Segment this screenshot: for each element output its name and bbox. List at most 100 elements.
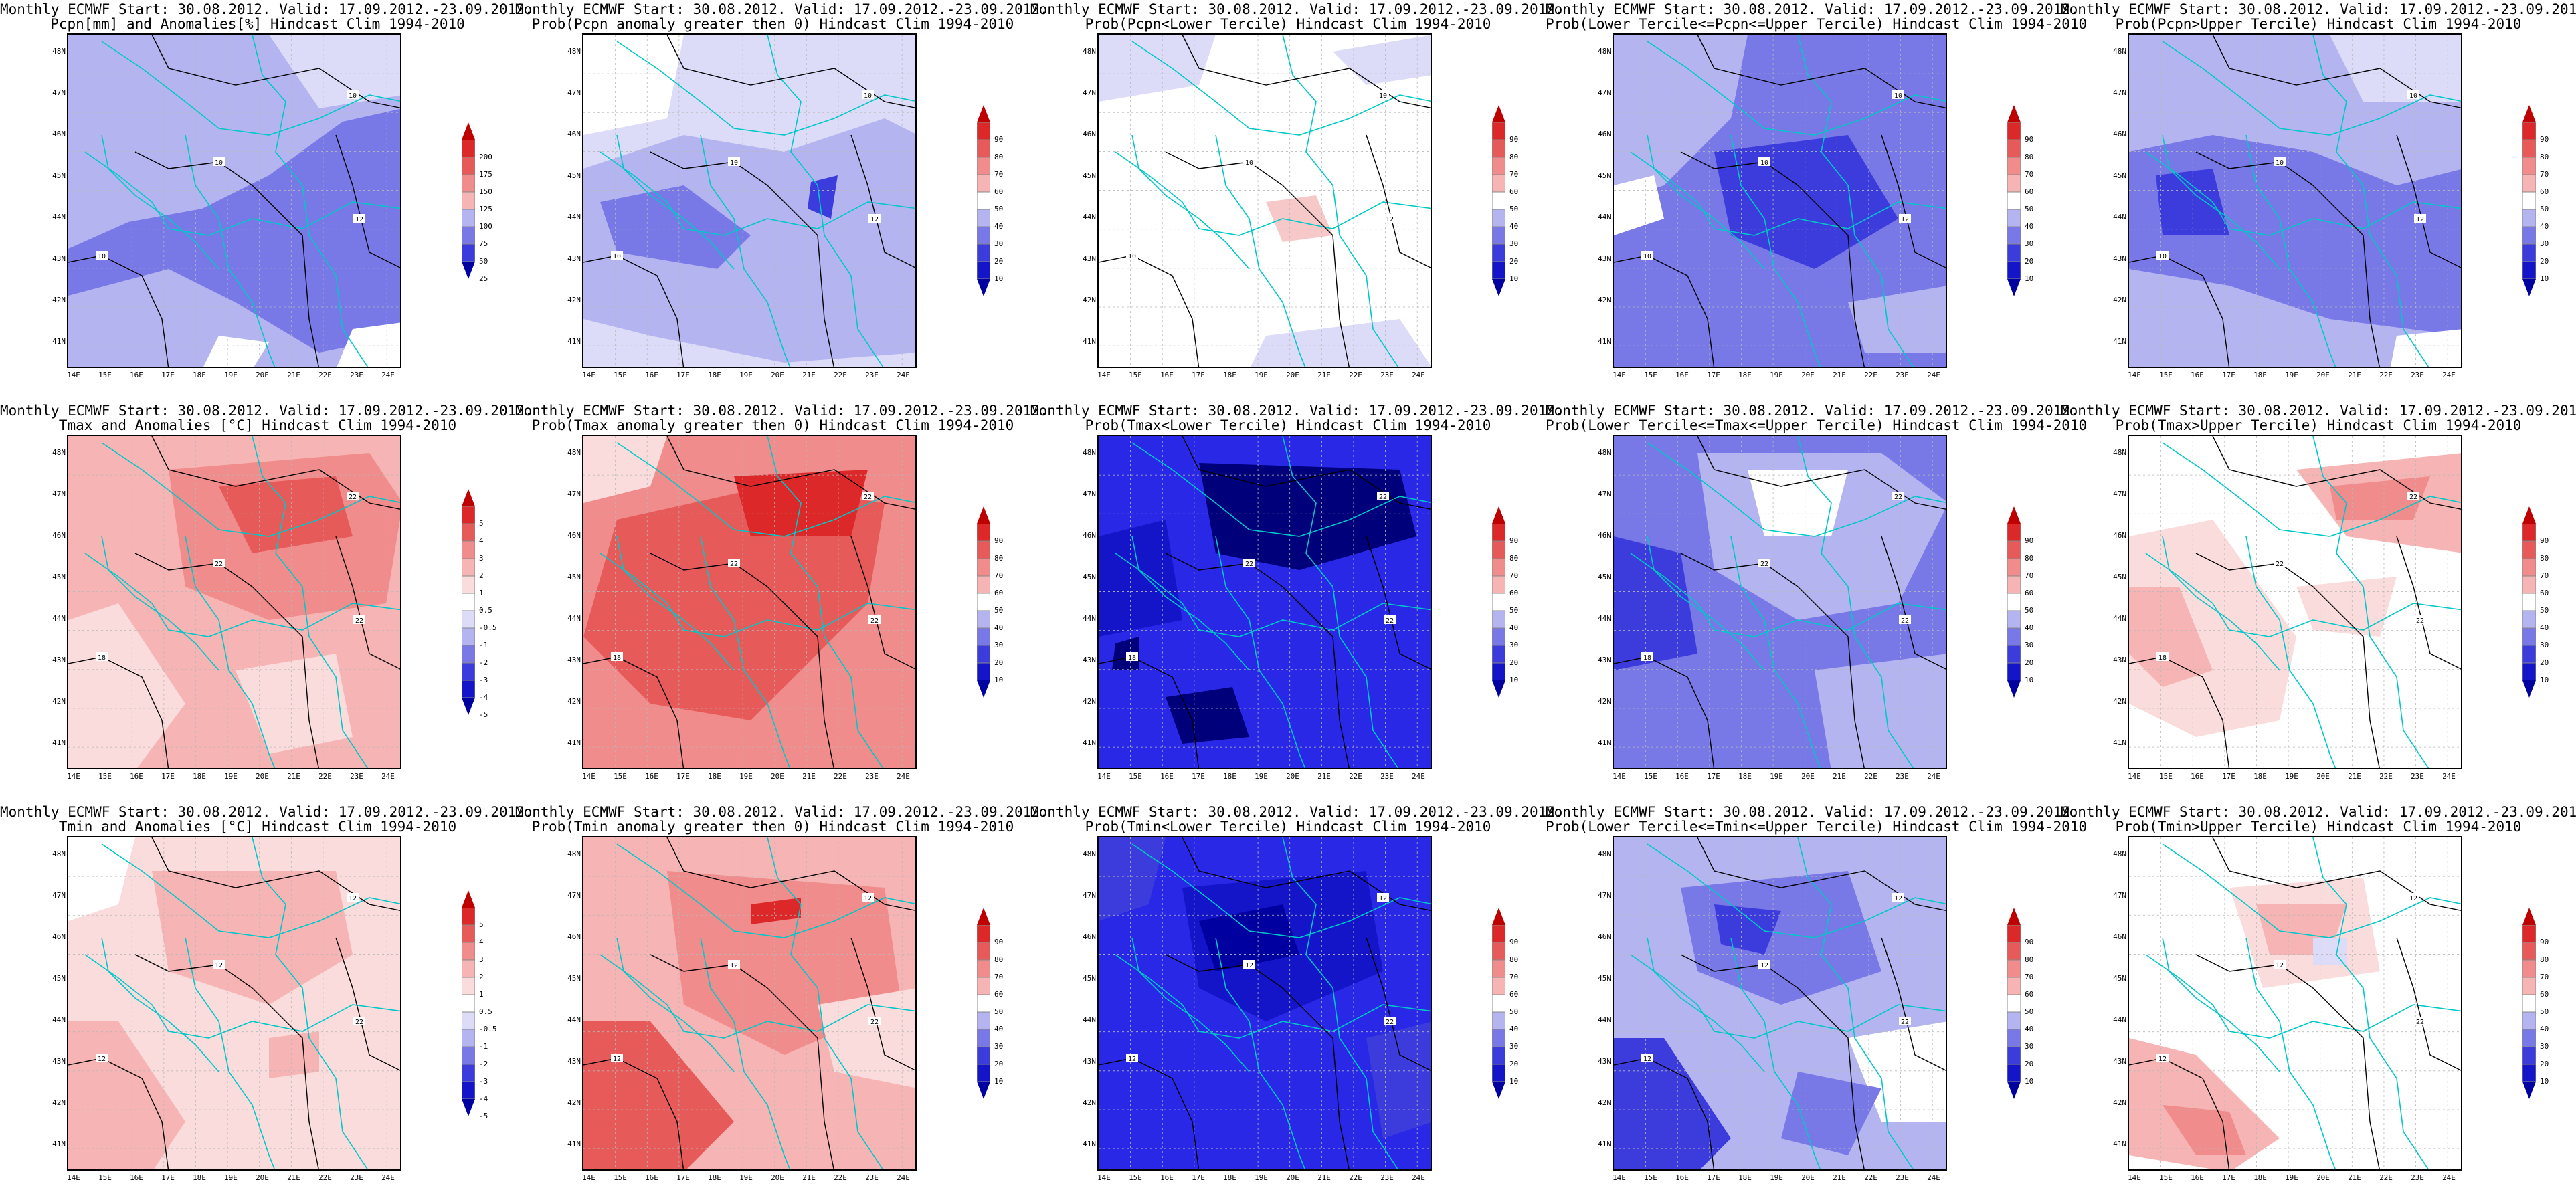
contour-label: 12	[1379, 895, 1387, 902]
longitude-label: 22E	[1349, 772, 1362, 781]
contour-label: 12	[1245, 962, 1253, 969]
contour-label: 12	[1643, 1056, 1651, 1063]
colorbar-label: 60	[1509, 990, 1519, 999]
longitude-label: 22E	[834, 371, 847, 379]
contour-line	[2212, 837, 2461, 911]
colorbar-segment	[977, 628, 990, 645]
longitude-label: 22E	[834, 1173, 847, 1182]
colorbar-label: 50	[2025, 606, 2034, 615]
longitude-label: 23E	[1380, 1173, 1394, 1182]
colorbar-segment	[462, 157, 475, 175]
latitude-label: 46N	[2113, 130, 2126, 138]
colorbar-segment	[2522, 541, 2536, 559]
colorbar-segment	[2522, 122, 2536, 140]
colorbar: 90 80 70 60 50 40 30 20 10	[2522, 105, 2563, 296]
panel-title-line2: Prob(Pcpn anomaly greater then 0) Hindca…	[531, 16, 1014, 32]
latitude-label: 48N	[1598, 47, 1611, 56]
contour-line	[650, 151, 834, 367]
colorbar-label: 90	[1509, 938, 1519, 946]
longitude-label: 20E	[256, 1173, 269, 1182]
longitude-label: 14E	[67, 371, 80, 379]
colorbar-segment	[1492, 925, 1505, 942]
colorbar-segment	[977, 977, 990, 995]
longitude-label: 23E	[1896, 1173, 1909, 1182]
latitude-label: 41N	[1598, 337, 1611, 346]
latitude-label: 46N	[52, 531, 66, 540]
country-border	[767, 35, 884, 367]
contour-line	[1182, 35, 1431, 108]
longitude-label: 21E	[802, 1173, 816, 1182]
latitude-label: 44N	[2113, 1015, 2126, 1024]
colorbar-segment	[2522, 140, 2536, 157]
colorbar-segment	[977, 1012, 990, 1029]
contour-line	[134, 553, 319, 768]
latitude-label: 48N	[1598, 849, 1611, 858]
contour-line	[2212, 35, 2461, 108]
country-border	[767, 436, 884, 768]
longitude-label: 14E	[2128, 371, 2141, 379]
colorbar-label: -1	[479, 641, 488, 649]
colorbar-label: 50	[2025, 1007, 2034, 1016]
colorbar-label: 60	[1509, 187, 1519, 196]
colorbar-segment	[977, 960, 990, 977]
field-shading-region	[2330, 476, 2430, 520]
colorbar-segment	[462, 140, 475, 157]
colorbar-label: 4	[479, 536, 484, 545]
colorbar-segment	[2007, 192, 2021, 209]
colorbar-segment	[1492, 1064, 1505, 1082]
longitude-label: 17E	[1192, 1173, 1205, 1182]
colorbar-label: 60	[2025, 589, 2034, 597]
colorbar-segment	[2007, 559, 2021, 576]
country-border	[1647, 843, 1946, 938]
contour-label: 22	[2409, 494, 2417, 501]
longitude-label: 24E	[1927, 772, 1940, 781]
forecast-panel: Monthly ECMWF Start: 30.08.2012. Valid: …	[1030, 401, 1564, 803]
colorbar-label: 90	[2540, 938, 2549, 946]
colorbar-segment	[1492, 1029, 1505, 1047]
colorbar-label: 0.5	[479, 606, 492, 615]
colorbar-segment	[2007, 628, 2021, 645]
longitude-label: 16E	[2191, 1173, 2204, 1182]
forecast-panel: Monthly ECMWF Start: 30.08.2012. Valid: …	[1546, 803, 2087, 1204]
colorbar-label: 25	[479, 274, 488, 283]
field-shading-region	[1266, 195, 1333, 242]
panel-title-line1: Monthly ECMWF Start: 30.08.2012. Valid: …	[515, 1, 1048, 17]
contour-label: 18	[1643, 654, 1651, 662]
colorbar-label: 125	[479, 205, 492, 213]
country-border	[1131, 536, 1250, 671]
colorbar-segment	[2007, 1064, 2021, 1082]
latitude-label: 48N	[1083, 448, 1096, 457]
colorbar-min-arrow	[2522, 279, 2536, 296]
contour-label: 12	[355, 216, 363, 223]
longitude-label: 18E	[1738, 772, 1752, 781]
colorbar-segment	[1492, 628, 1505, 645]
colorbar-min-arrow	[1492, 680, 1505, 698]
latitude-label: 42N	[567, 697, 581, 706]
longitude-label: 22E	[1864, 1173, 1877, 1182]
forecast-panel: Monthly ECMWF Start: 30.08.2012. Valid: …	[1546, 0, 2087, 401]
colorbar-segment	[2522, 628, 2536, 645]
longitude-label: 16E	[2191, 371, 2204, 379]
colorbar-label: 50	[1509, 606, 1519, 615]
country-border	[1630, 954, 1946, 1039]
field-shading-region	[583, 35, 684, 135]
contour-line	[134, 151, 319, 367]
colorbar-segment	[1492, 541, 1505, 559]
contour-line	[1697, 837, 1946, 911]
map-canvas: 10 10 10 12	[583, 35, 915, 367]
contour-line	[1165, 553, 1350, 768]
panel-title-line1: Monthly ECMWF Start: 30.08.2012. Valid: …	[0, 1, 533, 17]
forecast-panel: Monthly ECMWF Start: 30.08.2012. Valid: …	[2061, 0, 2576, 401]
colorbar-label: 100	[479, 222, 492, 231]
colorbar-label: 10	[2025, 1077, 2034, 1086]
latitude-label: 47N	[1083, 891, 1096, 900]
colorbar-segment	[2522, 663, 2536, 680]
latitude-label: 41N	[567, 738, 581, 747]
latitude-label: 46N	[567, 531, 581, 540]
colorbar-label: 60	[994, 589, 1004, 597]
contour-label-box	[1126, 652, 1138, 661]
map-plot: 18 22 22 22	[2128, 435, 2462, 769]
colorbar-label: 10	[2025, 274, 2034, 283]
latitude-label: 48N	[1083, 849, 1096, 858]
colorbar-max-arrow	[1492, 908, 1505, 925]
